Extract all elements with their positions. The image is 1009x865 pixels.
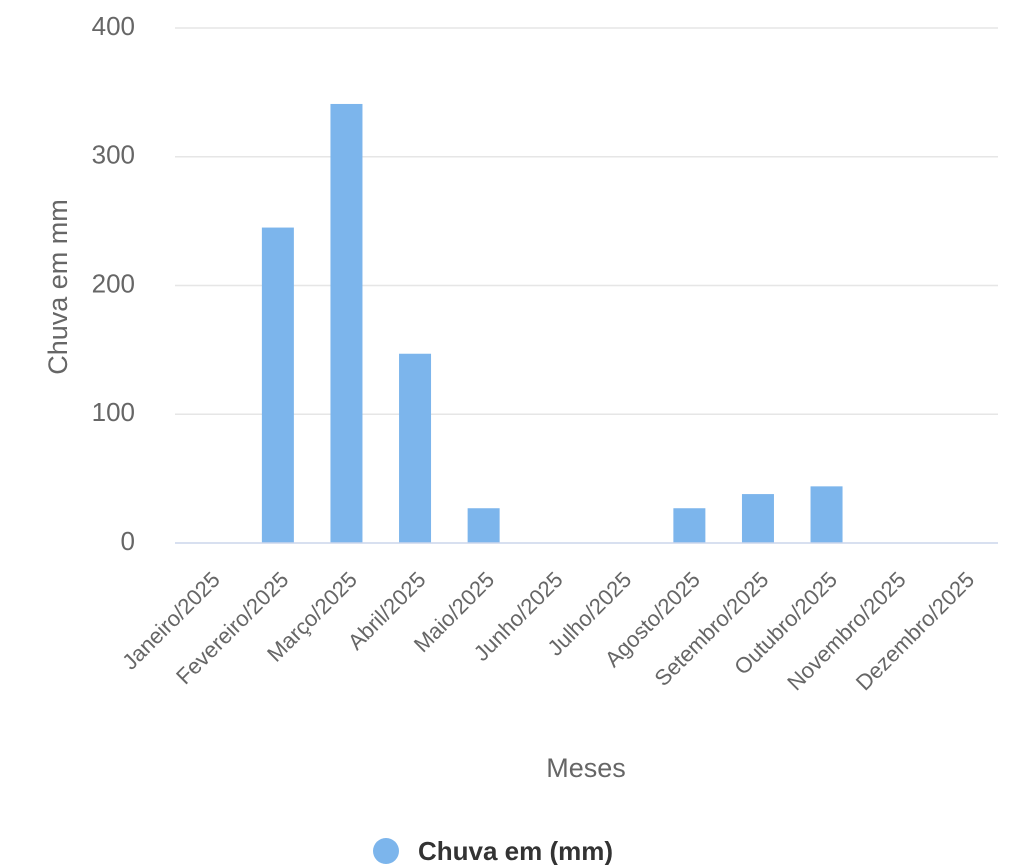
x-tick-label: Novembro/2025 [782, 567, 910, 695]
x-tick-label: Dezembro/2025 [851, 567, 979, 695]
y-tick-label: 0 [121, 526, 135, 556]
y-tick-label: 400 [92, 11, 135, 41]
y-axis-ticks: 0 100 200 300 400 [92, 11, 135, 556]
x-axis-ticks: Janeiro/2025Fevereiro/2025Março/2025Abri… [117, 567, 979, 695]
x-axis-title: Meses [546, 753, 626, 783]
bar-agosto-2025[interactable] [673, 508, 706, 543]
y-tick-label: 100 [92, 397, 135, 427]
bar-maio-2025[interactable] [467, 508, 500, 543]
legend[interactable]: Chuva em (mm) [373, 836, 613, 865]
legend-marker [373, 838, 399, 864]
bar-outubro-2025[interactable] [810, 486, 843, 543]
y-tick-label: 300 [92, 140, 135, 170]
gridlines [175, 27, 998, 415]
bar-fevereiro-2025[interactable] [261, 227, 294, 543]
bar-setembro-2025[interactable] [741, 494, 774, 543]
legend-label: Chuva em (mm) [418, 836, 613, 865]
bar-series [261, 103, 843, 544]
y-tick-label: 200 [92, 268, 135, 298]
bar-mar-o-2025[interactable] [330, 103, 363, 544]
bar-abril-2025[interactable] [399, 353, 432, 543]
y-axis-title: Chuva em mm [43, 199, 73, 375]
